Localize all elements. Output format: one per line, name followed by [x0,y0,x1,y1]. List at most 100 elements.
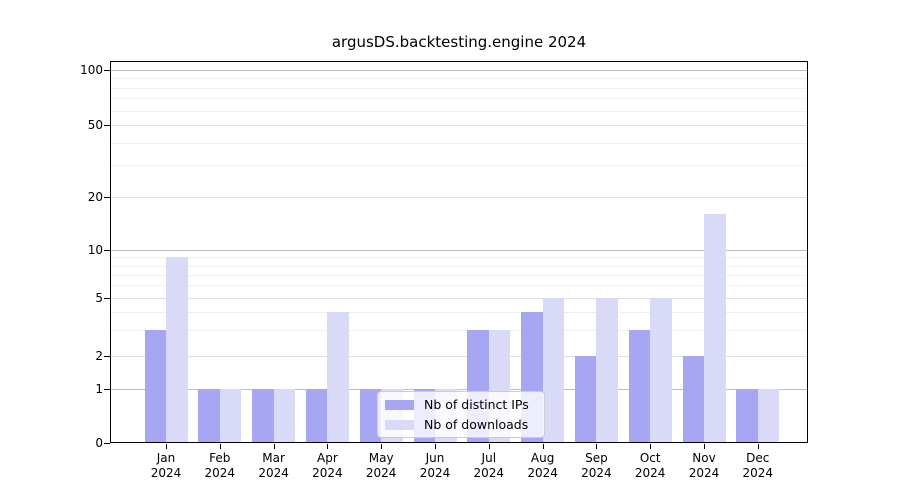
x-tick-month: Feb [209,451,231,465]
x-tick-label-jul: Jul 2024 [459,451,519,481]
y-tick-mark-0 [104,443,110,444]
x-tick-month: Mar [262,451,285,465]
bar-downloads-jan [166,257,188,443]
legend-item-downloads: Nb of downloads [385,416,537,433]
gridline-1 [110,389,808,390]
plot-area: Nb of distinct IPs Nb of downloads [110,61,808,443]
y-tick-mark-2 [104,356,110,357]
bar-distinct-ips-mar [252,389,274,443]
x-tick-year: 2024 [419,466,451,480]
y-tick-label-100: 100 [80,63,103,77]
x-tick-mark-jun [435,444,436,449]
bar-downloads-oct [650,298,672,443]
gridline-9 [110,257,808,259]
x-tick-mark-may [381,444,383,449]
x-tick-year: 2024 [742,466,774,480]
x-tick-mark-nov [704,444,705,449]
gridline-7 [110,274,808,276]
y-tick-label-20: 20 [87,190,103,204]
bar-distinct-ips-feb [198,389,220,443]
x-tick-label-may: May 2024 [351,451,411,481]
bar-downloads-mar [273,389,296,443]
x-tick-year: 2024 [527,466,558,480]
x-tick-year: 2024 [258,466,289,480]
x-tick-month: Jun [425,451,445,465]
y-tick-label-5: 5 [95,291,103,305]
x-tick-year: 2024 [312,466,343,480]
gridline-40 [110,142,808,144]
y-tick-mark-100 [104,70,110,71]
x-tick-year: 2024 [365,466,397,480]
x-tick-month: Aug [530,451,555,465]
bar-downloads-nov [704,214,726,443]
bar-downloads-apr [327,312,349,443]
bar-distinct-ips-apr [305,389,328,443]
y-tick-label-2: 2 [95,349,103,363]
y-tick-label-0: 0 [95,436,103,450]
x-tick-label-nov: Nov 2024 [674,451,734,481]
gridline-20 [110,197,808,198]
legend-swatch-distinct-ips [385,399,414,410]
x-tick-mark-feb [219,444,221,449]
bar-downloads-aug [542,298,565,443]
x-tick-label-dec: Dec 2024 [728,451,788,481]
gridline-30 [110,165,808,167]
bar-downloads-dec [757,389,780,443]
x-tick-label-jun: Jun 2024 [405,451,465,481]
x-tick-month: Oct [639,451,661,465]
gridline-2 [110,356,808,357]
gridline-3 [110,330,808,332]
legend: Nb of distinct IPs Nb of downloads [377,391,545,438]
x-tick-month: Sep [585,451,608,465]
x-tick-year: 2024 [581,466,612,480]
legend-item-distinct-ips: Nb of distinct IPs [385,396,537,413]
chart-title: argusDS.backtesting.engine 2024 [331,33,587,51]
bar-distinct-ips-may [359,389,382,443]
x-tick-month: Jul [481,451,497,465]
x-tick-label-apr: Apr 2024 [297,451,357,481]
y-tick-mark-50 [104,125,110,126]
y-tick-mark-10 [104,250,110,251]
x-tick-month: Jan [156,451,176,465]
y-tick-mark-20 [104,197,110,198]
gridline-10 [110,250,808,251]
gridline-50 [110,125,808,126]
bar-distinct-ips-nov [682,356,704,443]
x-tick-label-jan: Jan 2024 [136,451,196,481]
y-tick-mark-5 [104,298,110,299]
x-tick-mark-dec [757,444,759,449]
gridline-90 [110,78,808,80]
bar-distinct-ips-jan [144,330,166,443]
x-tick-mark-jan [166,444,167,449]
bar-distinct-ips-sep [574,356,597,443]
bar-distinct-ips-dec [736,389,758,443]
x-tick-mark-aug [542,444,544,449]
x-tick-mark-apr [327,444,329,449]
x-tick-year: 2024 [634,466,666,480]
x-tick-year: 2024 [688,466,720,480]
x-tick-mark-jul [488,444,490,449]
gridline-5 [110,298,808,299]
x-tick-label-mar: Mar 2024 [244,451,304,481]
x-tick-label-feb: Feb 2024 [190,451,250,481]
y-tick-label-50: 50 [87,118,103,132]
bar-distinct-ips-oct [628,330,651,443]
gridline-70 [110,98,808,100]
x-tick-month: Apr [317,451,338,465]
gridline-100 [110,70,808,71]
x-tick-month: Dec [746,451,770,465]
x-tick-label-aug: Aug 2024 [513,451,573,481]
x-tick-year: 2024 [150,466,182,480]
legend-label-distinct-ips: Nb of distinct IPs [424,397,529,412]
gridline-4 [110,312,808,314]
x-tick-label-sep: Sep 2024 [566,451,626,481]
y-tick-mark-1 [104,389,110,390]
x-tick-year: 2024 [204,466,236,480]
gridline-8 [110,265,808,267]
bar-downloads-sep [596,298,618,443]
gridline-60 [110,110,808,112]
gridline-6 [110,285,808,287]
x-tick-month: Nov [692,451,716,465]
legend-swatch-downloads [385,419,414,430]
